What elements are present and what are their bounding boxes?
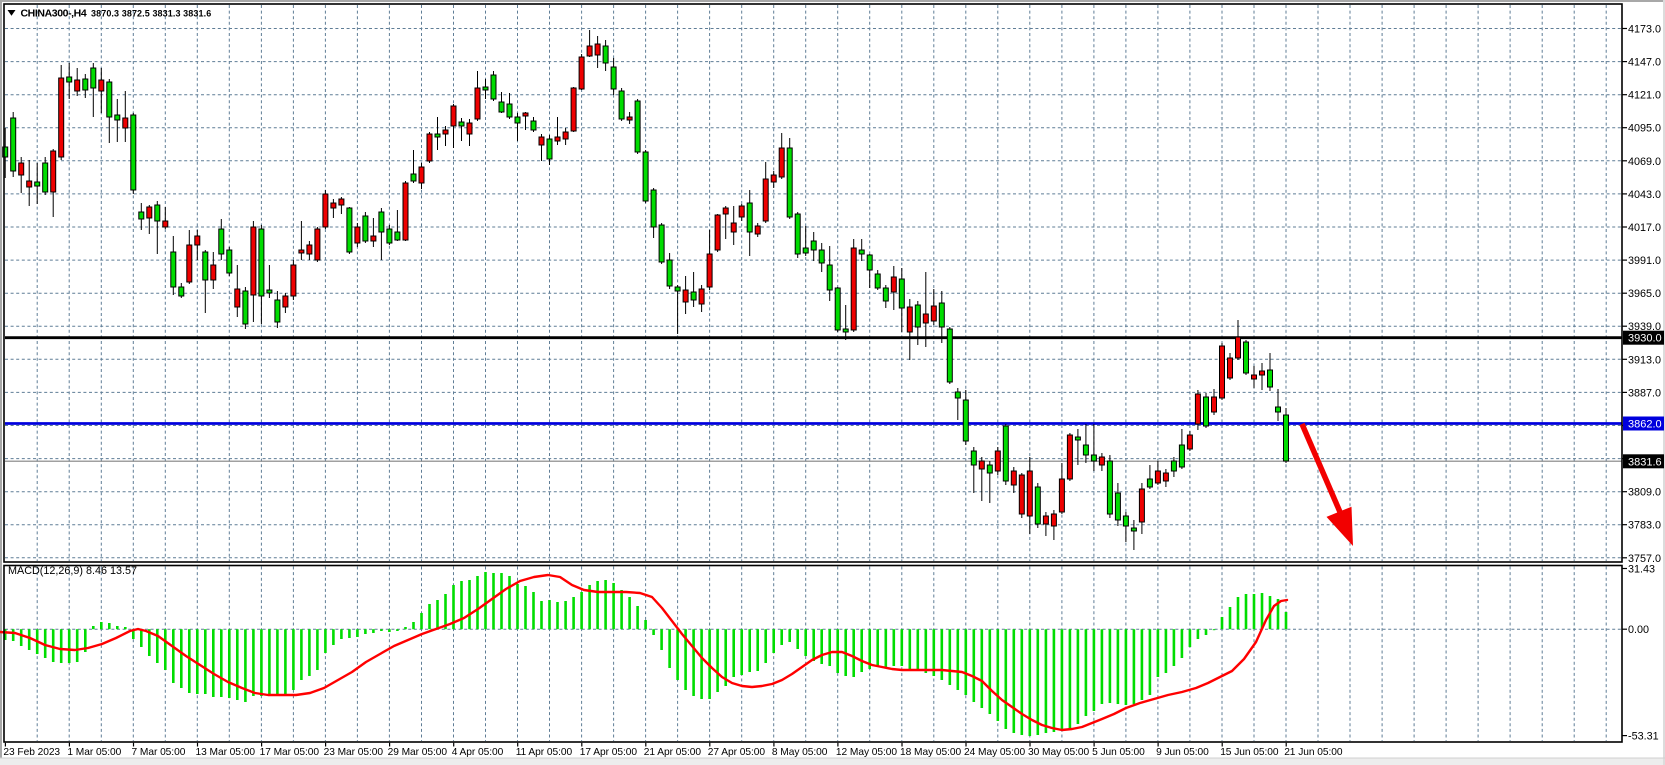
svg-text:17 Mar 05:00: 17 Mar 05:00 (260, 747, 320, 758)
svg-text:4069.0: 4069.0 (1628, 156, 1661, 168)
svg-text:23 Mar 05:00: 23 Mar 05:00 (324, 747, 384, 758)
svg-text:30 May 05:00: 30 May 05:00 (1028, 747, 1090, 758)
svg-text:4147.0: 4147.0 (1628, 57, 1661, 69)
svg-text:31.43: 31.43 (1628, 564, 1655, 576)
svg-text:5 Jun 05:00: 5 Jun 05:00 (1092, 747, 1145, 758)
svg-text:3930.0: 3930.0 (1628, 333, 1662, 345)
svg-text:27 Apr 05:00: 27 Apr 05:00 (708, 747, 766, 758)
svg-text:7 Mar 05:00: 7 Mar 05:00 (132, 747, 186, 758)
svg-text:29 Mar 05:00: 29 Mar 05:00 (388, 747, 448, 758)
svg-text:13 Mar 05:00: 13 Mar 05:00 (196, 747, 256, 758)
svg-text:12 May 05:00: 12 May 05:00 (836, 747, 898, 758)
svg-text:3870.3 3872.5 3831.3 3831.6: 3870.3 3872.5 3831.3 3831.6 (91, 9, 211, 19)
svg-text:3991.0: 3991.0 (1628, 255, 1661, 267)
svg-text:4017.0: 4017.0 (1628, 222, 1661, 234)
svg-text:11 Apr 05:00: 11 Apr 05:00 (516, 747, 573, 758)
svg-text:23 Feb 2023: 23 Feb 2023 (3, 747, 60, 758)
svg-text:MACD(12,26,9) 8.46 13.57: MACD(12,26,9) 8.46 13.57 (8, 565, 137, 577)
svg-text:4043.0: 4043.0 (1628, 189, 1661, 201)
svg-text:4173.0: 4173.0 (1628, 24, 1661, 36)
svg-text:0.00: 0.00 (1628, 624, 1649, 636)
svg-text:3809.0: 3809.0 (1628, 487, 1661, 499)
svg-text:3831.6: 3831.6 (1628, 456, 1662, 468)
svg-text:3757.0: 3757.0 (1628, 553, 1661, 565)
svg-text:17 Apr 05:00: 17 Apr 05:00 (580, 747, 638, 758)
svg-text:3965.0: 3965.0 (1628, 288, 1661, 300)
svg-text:3887.0: 3887.0 (1628, 387, 1661, 399)
svg-text:3862.0: 3862.0 (1628, 419, 1662, 431)
svg-text:21 Jun 05:00: 21 Jun 05:00 (1284, 747, 1343, 758)
svg-text:-53.31: -53.31 (1628, 731, 1659, 743)
svg-text:4121.0: 4121.0 (1628, 90, 1661, 102)
svg-text:15 Jun 05:00: 15 Jun 05:00 (1220, 747, 1279, 758)
svg-text:21 Apr 05:00: 21 Apr 05:00 (644, 747, 702, 758)
svg-text:18 May 05:00: 18 May 05:00 (900, 747, 962, 758)
svg-text:CHINA300-,H4: CHINA300-,H4 (21, 8, 87, 20)
svg-text:1 Mar 05:00: 1 Mar 05:00 (67, 747, 121, 758)
svg-text:3939.0: 3939.0 (1628, 321, 1661, 333)
svg-text:3783.0: 3783.0 (1628, 520, 1661, 532)
svg-text:9 Jun 05:00: 9 Jun 05:00 (1156, 747, 1209, 758)
svg-text:4 Apr 05:00: 4 Apr 05:00 (452, 747, 504, 758)
svg-text:4095.0: 4095.0 (1628, 123, 1661, 135)
svg-text:24 May 05:00: 24 May 05:00 (964, 747, 1026, 758)
svg-text:8 May 05:00: 8 May 05:00 (772, 747, 828, 758)
svg-text:3913.0: 3913.0 (1628, 354, 1661, 366)
